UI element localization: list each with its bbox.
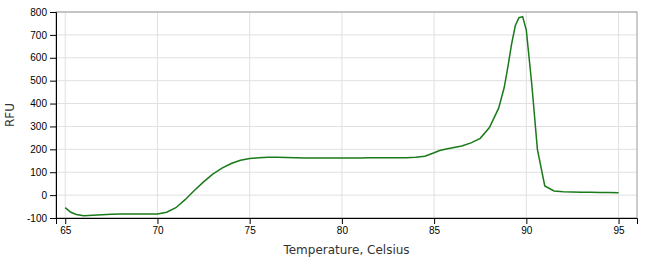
tick-label: 700 (30, 30, 47, 41)
grid-line-x (249, 12, 250, 218)
tick-mark (250, 218, 251, 224)
grid-line-y (56, 149, 637, 150)
tick-mark (50, 12, 56, 13)
tick-mark (50, 104, 56, 105)
marks (65, 17, 618, 216)
tick: 65 (60, 218, 72, 236)
tick: 500 (30, 75, 56, 86)
tick-mark (157, 218, 158, 224)
grid-line-y (56, 103, 637, 104)
tick-mark (50, 218, 56, 219)
tick-label: 90 (521, 225, 533, 236)
line (65, 17, 618, 216)
tick: 700 (30, 30, 56, 41)
tick-mark (50, 126, 56, 127)
tick-mark (50, 35, 56, 36)
tick-label: 400 (30, 98, 47, 109)
grid-line-x (157, 12, 158, 218)
tick-label: 600 (30, 52, 47, 63)
axis-line (50, 13, 57, 219)
plot-frame (56, 12, 637, 218)
tick: 90 (521, 218, 533, 236)
grid-line-y (56, 57, 637, 58)
x-axis-title: Temperature, Celsius (282, 243, 409, 257)
grid-line-y (56, 126, 637, 127)
tick: 600 (30, 52, 56, 63)
plot: 65 70 75 80 85 90 95 -100 0 100 200 300 400 500 600 700… (27, 7, 638, 236)
tick: 75 (245, 218, 257, 236)
tick: 0 (41, 190, 56, 201)
tick-mark (50, 172, 56, 173)
tick-label: 100 (30, 167, 47, 178)
y-axis: -100 0 100 200 300 400 500 600 700 800 (27, 7, 57, 224)
tick-label: 500 (30, 75, 47, 86)
chart: 65 70 75 80 85 90 95 -100 0 100 200 300 400 500 600 700… (0, 0, 653, 260)
grid (56, 12, 637, 218)
tick: 80 (337, 218, 349, 236)
tick-label: 95 (613, 225, 625, 236)
grid-line-y (56, 80, 637, 81)
tick: -100 (27, 213, 56, 224)
tick-label: 70 (152, 225, 164, 236)
tick-mark (619, 218, 620, 224)
grid-line-x (618, 12, 619, 218)
tick-label: 85 (429, 225, 441, 236)
tick: 800 (30, 7, 56, 18)
tick-mark (50, 81, 56, 82)
x-axis: 65 70 75 80 85 90 95 (57, 218, 638, 236)
tick: 300 (30, 121, 56, 132)
grid-line-x (434, 12, 435, 218)
grid-line-y (56, 195, 637, 196)
tick-label: 200 (30, 144, 47, 155)
tick-mark (434, 218, 435, 224)
axis-line (57, 219, 638, 225)
tick: 85 (429, 218, 441, 236)
tick: 100 (30, 167, 56, 178)
tick-mark (50, 149, 56, 150)
tick-label: 80 (337, 225, 349, 236)
tick-label: 300 (30, 121, 47, 132)
tick: 95 (613, 218, 625, 236)
tick-label: 65 (60, 225, 72, 236)
tick-mark (342, 218, 343, 224)
tick-mark (50, 58, 56, 59)
grid-line-x (526, 12, 527, 218)
grid-line-y (56, 172, 637, 173)
grid-line-x (65, 12, 66, 218)
tick-label: 0 (41, 190, 47, 201)
tick-label: -100 (27, 213, 47, 224)
tick-label: 75 (245, 225, 257, 236)
grid-line-y (56, 34, 637, 35)
tick-mark (65, 218, 66, 224)
tick: 200 (30, 144, 56, 155)
tick-mark (526, 218, 527, 224)
grid-line-x (341, 12, 342, 218)
y-axis-title: RFU (3, 103, 17, 127)
tick: 400 (30, 98, 56, 109)
tick-label: 800 (30, 7, 47, 18)
tick: 70 (152, 218, 164, 236)
tick-mark (50, 195, 56, 196)
